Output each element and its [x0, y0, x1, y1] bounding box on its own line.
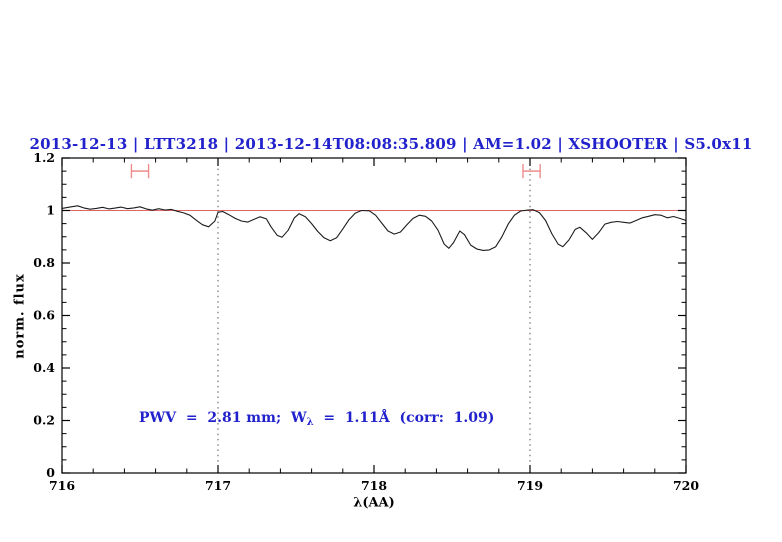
plot-title: 2013-12-13 | LTT3218 | 2013-12-14T08:08:… — [29, 135, 753, 153]
x-axis-label: λ(AA) — [353, 495, 395, 511]
annotation-subscript: λ — [306, 417, 314, 428]
annotation-text: PWV = 2.81 mm; W — [139, 410, 307, 426]
x-tick-label: 716 — [49, 478, 75, 493]
y-tick-label: 0.8 — [33, 255, 55, 270]
y-tick-label: 1.2 — [33, 150, 55, 165]
annotation-text: = 1.11Å (corr: 1.09) — [313, 410, 495, 426]
y-axis-label: norm. flux — [12, 273, 28, 359]
y-tick-label: 0.4 — [33, 360, 55, 375]
y-tick-label: 0.2 — [33, 413, 55, 428]
x-tick-label: 719 — [517, 478, 543, 493]
x-tick-label: 720 — [673, 478, 699, 493]
x-tick-label: 717 — [205, 478, 231, 493]
x-tick-label: 718 — [361, 478, 387, 493]
y-tick-label: 0 — [46, 465, 55, 480]
spectrum-curve — [61, 205, 687, 251]
y-tick-label: 0.6 — [33, 308, 55, 323]
y-tick-label: 1 — [46, 203, 55, 218]
pwv-annotation: PWV = 2.81 mm; Wλ = 1.11Å (corr: 1.09) — [139, 410, 495, 428]
